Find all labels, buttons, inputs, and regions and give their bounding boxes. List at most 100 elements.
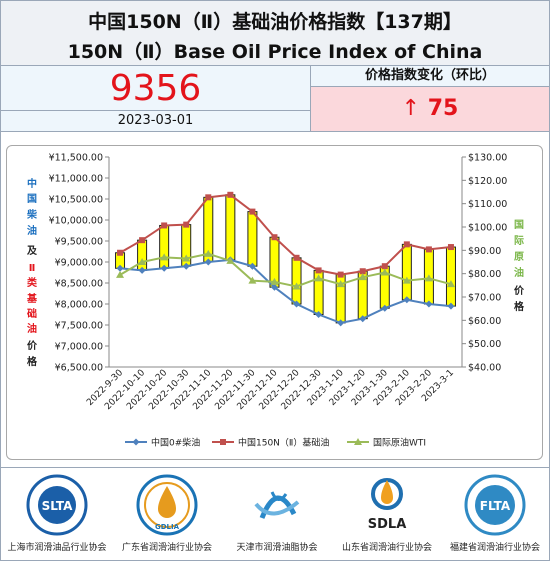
- price-chart: ¥6,500.00 ¥7,000.00 ¥7,500.00 ¥8,000.00 ¥8,5…: [26, 153, 525, 449]
- right-axis-label-char: 油: [514, 266, 524, 279]
- left-axis-label-char: 油: [27, 224, 37, 237]
- gdlia-logo-icon: GDLIA: [136, 474, 198, 536]
- base-oil-point: [117, 249, 124, 256]
- base-oil-point: [337, 271, 344, 278]
- right-tick-label: $80.00: [468, 269, 501, 280]
- right-axis-label-char: 际: [514, 235, 524, 247]
- wti-point: [446, 280, 455, 288]
- wti-point: [182, 254, 191, 262]
- wti-point: [380, 268, 389, 276]
- right-axis-label-char: 原: [514, 251, 524, 263]
- left-axis-label-char: 及: [27, 245, 38, 257]
- base-oil-point: [249, 208, 256, 215]
- base-oil-point: [227, 191, 234, 198]
- index-value-box: 9356: [1, 66, 311, 111]
- base-oil-point: [205, 194, 212, 201]
- diesel-point: [315, 311, 323, 318]
- change-box: ↑ 75: [311, 87, 549, 132]
- association-name: 广东省润滑油行业协会: [121, 543, 212, 553]
- right-tick-label: $100.00: [468, 223, 507, 234]
- wti-point: [116, 270, 125, 278]
- wti-point: [160, 253, 169, 261]
- page-title-en: 150N（Ⅱ）Base Oil Price Index of China: [67, 41, 483, 63]
- left-axis-label-char: 格: [27, 355, 38, 368]
- logo-slta: SLTA 上海市润滑油品行业协会: [3, 474, 111, 558]
- wti-point: [336, 280, 345, 288]
- left-axis-label-char: 国: [27, 193, 37, 205]
- diesel-point: [270, 283, 278, 291]
- page-title-cn: 中国150N（Ⅱ）基础油价格指数【137期】: [88, 11, 462, 33]
- association-logos: SLTA 上海市润滑油品行业协会 GDLIA 广东省润滑油行业协会 天津市润滑油…: [1, 467, 549, 560]
- right-tick-label: $90.00: [468, 246, 501, 257]
- wti-point: [358, 273, 367, 281]
- wti-point: [226, 256, 235, 264]
- diesel-point: [138, 266, 146, 274]
- left-axis-label-char: 油: [27, 322, 37, 335]
- gdlia-abbr: GDLIA: [155, 523, 180, 531]
- left-tick-label: ¥8,000.00: [55, 300, 103, 311]
- left-axis-label-char: 基: [26, 292, 38, 305]
- slta-logo-icon: SLTA: [26, 474, 88, 536]
- tianjin-logo-icon: [254, 491, 300, 519]
- base-oil-point: [359, 268, 366, 275]
- logo-tianjin: 天津市润滑油脂协会: [223, 474, 331, 558]
- left-axis-label-char: 类: [27, 276, 37, 289]
- wti-point: [402, 276, 411, 284]
- base-oil-point: [161, 222, 168, 229]
- diesel-point: [359, 315, 367, 323]
- right-tick-label: $130.00: [468, 153, 507, 164]
- diesel-point: [204, 258, 212, 266]
- left-axis-label-char: 价: [27, 340, 38, 352]
- logo-gdlia: GDLIA 广东省润滑油行业协会: [113, 474, 221, 558]
- diesel-point: [337, 319, 345, 327]
- base-oil-point: [425, 246, 432, 253]
- right-axis-label-char: 价: [514, 285, 525, 297]
- legend-label: 中国0#柴油: [151, 437, 200, 449]
- left-tick-label: ¥7,500.00: [55, 321, 103, 332]
- diesel-point: [403, 296, 411, 304]
- change-value: 75: [427, 96, 459, 121]
- left-tick-label: ¥6,500.00: [55, 363, 103, 374]
- wti-point: [248, 276, 257, 284]
- index-date: 2023-03-01: [1, 111, 311, 132]
- spread-bar: [445, 246, 456, 307]
- slta-abbr: SLTA: [42, 499, 74, 513]
- association-name: 福建省润滑油行业协会: [449, 543, 540, 553]
- diesel-point: [425, 300, 433, 308]
- legend-marker: [132, 438, 140, 446]
- sdla-logo-icon: SDLA: [368, 478, 406, 532]
- chart-area: ¥6,500.00 ¥7,000.00 ¥7,500.00 ¥8,000.00 ¥8,5…: [1, 132, 549, 466]
- series-line-0: [119, 258, 452, 324]
- right-tick-label: $40.00: [468, 363, 501, 374]
- spread-bar: [137, 239, 148, 271]
- wti-point: [138, 258, 147, 265]
- left-axis-label-char: Ⅱ: [29, 263, 36, 274]
- left-axis-label-char: 中: [27, 177, 37, 190]
- flta-logo-icon: FLTA: [464, 474, 526, 536]
- left-tick-label: ¥11,500.00: [49, 153, 103, 164]
- spread-bar: [159, 224, 170, 269]
- spread-bar: [401, 243, 412, 301]
- left-tick-label: ¥8,500.00: [55, 279, 103, 290]
- series-line-1: [119, 193, 452, 276]
- legend-label: 中国150N（Ⅱ）基础油: [238, 437, 329, 449]
- left-tick-label: ¥9,000.00: [55, 258, 103, 269]
- diesel-point: [381, 304, 389, 312]
- association-name: 上海市润滑油品行业协会: [7, 543, 107, 553]
- diesel-point: [116, 264, 124, 272]
- base-oil-point: [293, 254, 300, 261]
- left-tick-label: ¥9,500.00: [55, 237, 103, 248]
- spread-bar: [225, 194, 236, 261]
- series-line-2: [119, 252, 452, 288]
- right-axis-label-char: 格: [514, 300, 525, 313]
- spread-bar: [291, 257, 302, 305]
- association-name: 山东省润滑油行业协会: [341, 543, 432, 553]
- base-oil-point: [447, 244, 454, 251]
- base-oil-point: [403, 241, 410, 248]
- logo-sdla: SDLA 山东省润滑油行业协会: [333, 474, 441, 558]
- title-block: 中国150N（Ⅱ）基础油价格指数【137期】 150N（Ⅱ）Base Oil P…: [1, 1, 549, 66]
- legend-marker: [354, 438, 362, 445]
- legend-label: 国际原油WTI: [373, 437, 426, 449]
- legend-marker: [220, 439, 226, 445]
- left-axis-label-char: 柴: [26, 208, 38, 221]
